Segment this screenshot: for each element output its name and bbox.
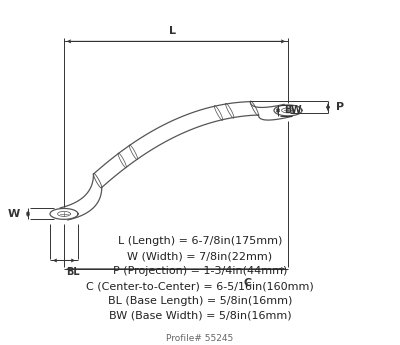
Text: L: L (168, 26, 176, 36)
Text: P (Projection) = 1-3/4in(44mm): P (Projection) = 1-3/4in(44mm) (113, 266, 287, 276)
Text: BW (Base Width) = 5/8in(16mm): BW (Base Width) = 5/8in(16mm) (109, 311, 291, 321)
Text: P: P (336, 102, 344, 112)
Text: BL (Base Length) = 5/8in(16mm): BL (Base Length) = 5/8in(16mm) (108, 296, 292, 306)
Text: W (Width) = 7/8in(22mm): W (Width) = 7/8in(22mm) (128, 252, 272, 261)
Text: Profile# 55245: Profile# 55245 (166, 334, 234, 343)
Text: C: C (244, 278, 252, 288)
Text: L (Length) = 6-7/8in(175mm): L (Length) = 6-7/8in(175mm) (118, 237, 282, 246)
Text: BL: BL (66, 267, 80, 277)
Text: W: W (8, 209, 20, 219)
Text: C (Center-to-Center) = 6-5/16in(160mm): C (Center-to-Center) = 6-5/16in(160mm) (86, 281, 314, 291)
Text: BW: BW (284, 106, 302, 115)
